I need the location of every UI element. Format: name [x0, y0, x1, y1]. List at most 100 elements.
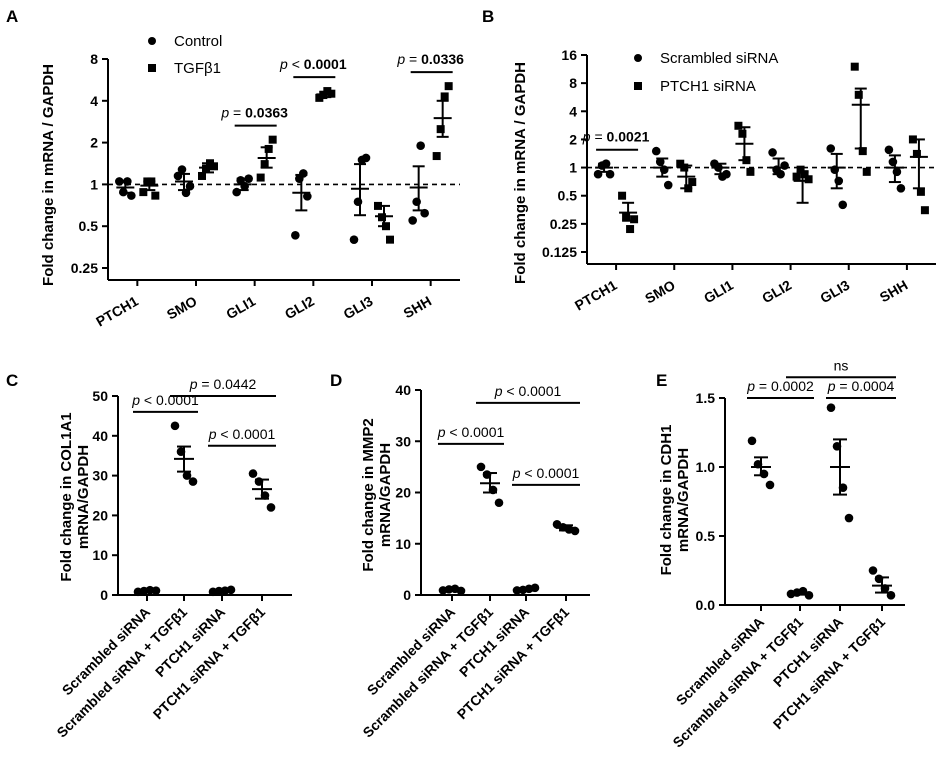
y-tick-label: 8	[90, 51, 98, 67]
data-point-square	[444, 82, 453, 91]
x-tick-label: SHH	[877, 277, 911, 306]
y-tick-label: 1	[569, 160, 577, 176]
data-point-square	[850, 62, 859, 71]
x-tick-label: GLI3	[817, 277, 852, 307]
y-tick-label: 50	[92, 388, 108, 404]
data-point-circle	[248, 469, 258, 478]
panel-letter-a: A	[6, 7, 18, 26]
x-tick-label: GLI3	[341, 293, 376, 323]
data-point-circle	[896, 184, 906, 193]
data-point-square	[622, 212, 631, 221]
y-tick-label: 2	[90, 135, 98, 151]
data-point-square	[626, 225, 635, 234]
data-point-circle	[826, 403, 836, 412]
plot-layer: 0.25 0.5 1 2 4 8 PTCH1 SMO GLI1 GLI2 GLI3 SHH p = 0.…	[53, 47, 936, 750]
data-point-square	[440, 92, 449, 101]
data-point-circle	[182, 471, 192, 480]
panel-c-y-axis-title-line2: mRNA/GAPDH	[75, 445, 92, 549]
y-tick-label: 0.5	[558, 188, 578, 204]
y-tick-label: 4	[569, 103, 577, 119]
data-point-square	[734, 121, 743, 130]
panel-c-y-axis-title-line1: Fold change in COL1A1	[58, 412, 75, 581]
x-tick-label: PTCH1 siRNA	[152, 604, 228, 680]
x-tick-label: GLI2	[282, 293, 317, 323]
data-point-square	[139, 188, 148, 197]
legend-label-control: Control	[174, 33, 222, 50]
data-point-circle	[834, 176, 844, 186]
y-tick-label: 20	[395, 485, 411, 501]
y-tick-label: 0.125	[542, 244, 577, 260]
p-value-label: p = 0.0442	[189, 376, 257, 392]
data-point-square	[862, 167, 871, 176]
y-tick-label: 30	[92, 468, 108, 484]
panel-e-y-axis-title-line1: Fold change in CDH1	[658, 425, 675, 576]
y-tick-label: 1.5	[696, 390, 716, 406]
x-tick-label: SHH	[401, 293, 435, 322]
x-tick-label: SMO	[164, 293, 200, 323]
data-point-square	[256, 173, 265, 182]
y-tick-label: 0.5	[696, 528, 716, 544]
legend-square-marker	[634, 82, 642, 90]
data-point-square	[210, 162, 218, 171]
y-tick-label: 10	[395, 536, 411, 552]
y-tick-label: 0.0	[696, 597, 716, 613]
data-point-circle	[844, 513, 854, 523]
data-point-circle	[361, 153, 371, 163]
data-point-circle	[826, 144, 836, 153]
p-value-label: p < 0.0001	[494, 383, 562, 399]
panel-a-plot: 0.25 0.5 1 2 4 8 PTCH1 SMO GLI1 GLI2 GLI3 SHH p = 0.…	[71, 51, 464, 330]
data-point-square	[746, 167, 755, 176]
data-point-square	[386, 235, 394, 244]
data-point-circle	[838, 200, 848, 210]
data-point-square	[796, 165, 805, 174]
x-tick-label: PTCH1	[572, 277, 620, 314]
data-point-circle	[884, 145, 894, 155]
data-point-square	[151, 191, 160, 200]
y-tick-label: 0.5	[79, 218, 99, 234]
x-tick-label: GLI2	[759, 277, 794, 307]
data-point-circle	[299, 169, 308, 178]
p-value-label: p = 0.0004	[827, 378, 895, 394]
data-point-square	[436, 125, 445, 134]
data-point-circle	[266, 503, 276, 512]
data-point-square	[912, 149, 921, 158]
panel-b-legend: Scrambled siRNA PTCH1 siRNA	[634, 50, 778, 95]
p-value-label: p < 0.0001	[279, 56, 347, 72]
data-point-square	[378, 213, 386, 222]
data-point-circle	[888, 157, 898, 167]
p-value-label: p < 0.0001	[437, 424, 505, 440]
data-point-circle	[291, 230, 300, 240]
p-value-label: p = 0.0021	[582, 129, 650, 145]
data-point-square	[264, 144, 273, 153]
panel-d-y-axis-title-line1: Fold change in MMP2	[360, 418, 377, 571]
p-value-label: ns	[834, 357, 849, 373]
data-point-circle	[868, 566, 878, 575]
y-tick-label: 2	[569, 131, 577, 147]
panel-a-y-axis-title: Fold change in mRNA / GAPDH	[40, 64, 57, 286]
y-tick-label: 0	[100, 587, 108, 603]
data-point-square	[268, 135, 277, 144]
x-tick-label: SMO	[642, 277, 678, 307]
p-value-label: p = 0.0336	[396, 51, 464, 67]
legend-label-tgfb1: TGFβ1	[174, 60, 221, 77]
data-point-square	[916, 187, 925, 196]
legend-circle-marker	[148, 37, 156, 45]
p-value-label: p < 0.0001	[208, 426, 276, 442]
x-tick-label: PTCH1 siRNA	[770, 614, 846, 690]
y-tick-label: 16	[561, 47, 577, 63]
y-tick-label: 40	[395, 382, 411, 398]
legend-label-ptch1: PTCH1 siRNA	[660, 78, 756, 95]
y-tick-label: 10	[92, 547, 108, 563]
data-point-square	[618, 191, 627, 200]
y-tick-label: 1.0	[696, 459, 716, 475]
y-tick-label: 8	[569, 75, 577, 91]
y-tick-label: 30	[395, 433, 411, 449]
p-value-label: p < 0.0001	[131, 392, 199, 408]
data-point-square	[920, 206, 929, 215]
panel-letter-c: C	[6, 371, 18, 390]
data-point-circle	[177, 165, 187, 174]
data-point-circle	[651, 146, 661, 156]
y-tick-label: 40	[92, 428, 108, 444]
data-point-circle	[663, 180, 673, 190]
